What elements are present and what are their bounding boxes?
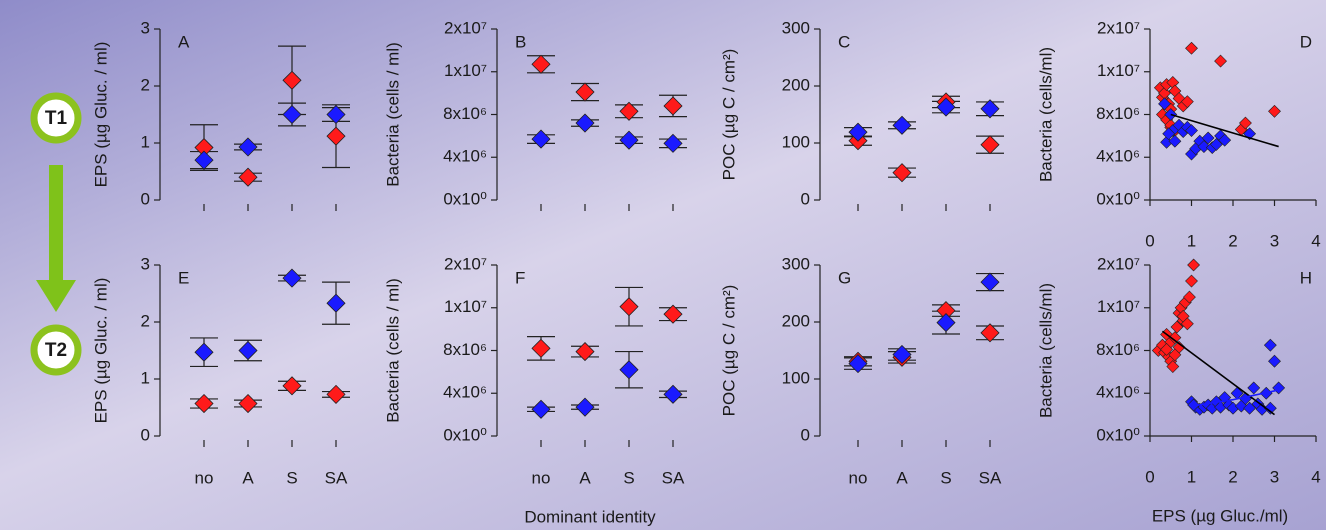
y-tick-label: 100 (782, 132, 810, 151)
x-tick-label: A (896, 468, 908, 487)
t2-label: T2 (45, 340, 67, 361)
y-tick-label: 100 (782, 368, 810, 387)
y-axis-title: POC (µg C / cm²) (719, 49, 738, 181)
y-tick-label: 8x10⁶ (1096, 340, 1140, 359)
y-tick-label: 8x10⁶ (1096, 104, 1140, 123)
y-tick-label: 300 (782, 254, 810, 273)
y-tick-label: 2x10⁷ (1097, 18, 1140, 37)
y-tick-label: 2 (141, 75, 150, 94)
y-axis-title: Bacteria (cells / ml) (383, 278, 402, 423)
y-tick-label: 2 (141, 311, 150, 330)
y-tick-label: 2x10⁷ (1097, 254, 1140, 273)
y-tick-label: 0x10⁰ (1096, 189, 1140, 208)
x-tick-label: A (579, 468, 591, 487)
x-tick-label: 1 (1187, 467, 1196, 486)
y-axis-title: POC (µg C / cm²) (719, 285, 738, 417)
y-tick-label: 200 (782, 75, 810, 94)
y-axis-title: Bacteria (cells/ml) (1036, 283, 1055, 418)
y-tick-label: 0 (801, 425, 810, 444)
y-tick-label: 0 (141, 189, 150, 208)
y-tick-label: 3 (141, 254, 150, 273)
x-tick-label: 2 (1228, 467, 1237, 486)
y-tick-label: 4x10⁶ (1096, 147, 1140, 166)
x-tick-label: no (195, 468, 214, 487)
y-tick-label: 0x10⁰ (443, 425, 487, 444)
y-axis-title: EPS (µg Gluc. / ml) (91, 278, 110, 424)
x-tick-label: 3 (1270, 467, 1279, 486)
y-tick-label: 4x10⁶ (443, 147, 487, 166)
t1-label: T1 (45, 108, 68, 129)
y-tick-label: 2x10⁷ (444, 18, 487, 37)
panel-letter: D (1300, 32, 1312, 51)
y-tick-label: 8x10⁶ (443, 104, 487, 123)
panel-letter: H (1300, 268, 1312, 287)
x-tick-label: SA (979, 468, 1002, 487)
y-tick-label: 4x10⁶ (1096, 383, 1140, 402)
x-axis-title: EPS (µg Gluc./ml) (1152, 506, 1288, 525)
x-tick-label: 4 (1311, 467, 1320, 486)
x-tick-label: no (532, 468, 551, 487)
panel-letter: C (838, 32, 850, 51)
x-tick-label: 2 (1228, 231, 1237, 250)
y-tick-label: 200 (782, 311, 810, 330)
y-tick-label: 1x10⁷ (444, 61, 487, 80)
y-tick-label: 0x10⁰ (443, 189, 487, 208)
y-tick-label: 8x10⁶ (443, 340, 487, 359)
x-tick-label: no (849, 468, 868, 487)
x-tick-label: SA (325, 468, 348, 487)
x-tick-label: A (242, 468, 254, 487)
page: T1 T2 Dominant identity 0 1 2 3 EPS (µg Gluc… (0, 0, 1326, 530)
y-tick-label: 300 (782, 18, 810, 37)
x-tick-label: 0 (1145, 467, 1154, 486)
y-tick-label: 1x10⁷ (1097, 61, 1140, 80)
y-axis-title: EPS (µg Gluc. / ml) (91, 42, 110, 188)
x-tick-label: 1 (1187, 231, 1196, 250)
panel-letter: F (515, 268, 525, 287)
y-tick-label: 4x10⁶ (443, 383, 487, 402)
y-axis-title: Bacteria (cells / ml) (383, 42, 402, 187)
x-tick-label: SA (662, 468, 685, 487)
x-tick-label: S (286, 468, 297, 487)
panel-letter: G (838, 268, 851, 287)
y-tick-label: 1x10⁷ (444, 297, 487, 316)
x-tick-label: 3 (1270, 231, 1279, 250)
x-tick-label: S (940, 468, 951, 487)
y-tick-label: 1 (141, 132, 150, 151)
y-tick-label: 1x10⁷ (1097, 297, 1140, 316)
y-tick-label: 0x10⁰ (1096, 425, 1140, 444)
y-tick-label: 2x10⁷ (444, 254, 487, 273)
x-tick-label: 0 (1145, 231, 1154, 250)
x-tick-label: S (623, 468, 634, 487)
y-tick-label: 3 (141, 18, 150, 37)
panel-letter: B (515, 32, 526, 51)
x-tick-label: 4 (1311, 231, 1320, 250)
y-tick-label: 1 (141, 368, 150, 387)
panel-letter: E (178, 268, 189, 287)
panel-letter: A (178, 32, 190, 51)
x-axis-title: Dominant identity (524, 507, 656, 526)
figure: T1 T2 Dominant identity 0 1 2 3 EPS (µg Gluc… (0, 0, 1326, 530)
y-tick-label: 0 (141, 425, 150, 444)
y-axis-title: Bacteria (cells/ml) (1036, 47, 1055, 182)
y-tick-label: 0 (801, 189, 810, 208)
